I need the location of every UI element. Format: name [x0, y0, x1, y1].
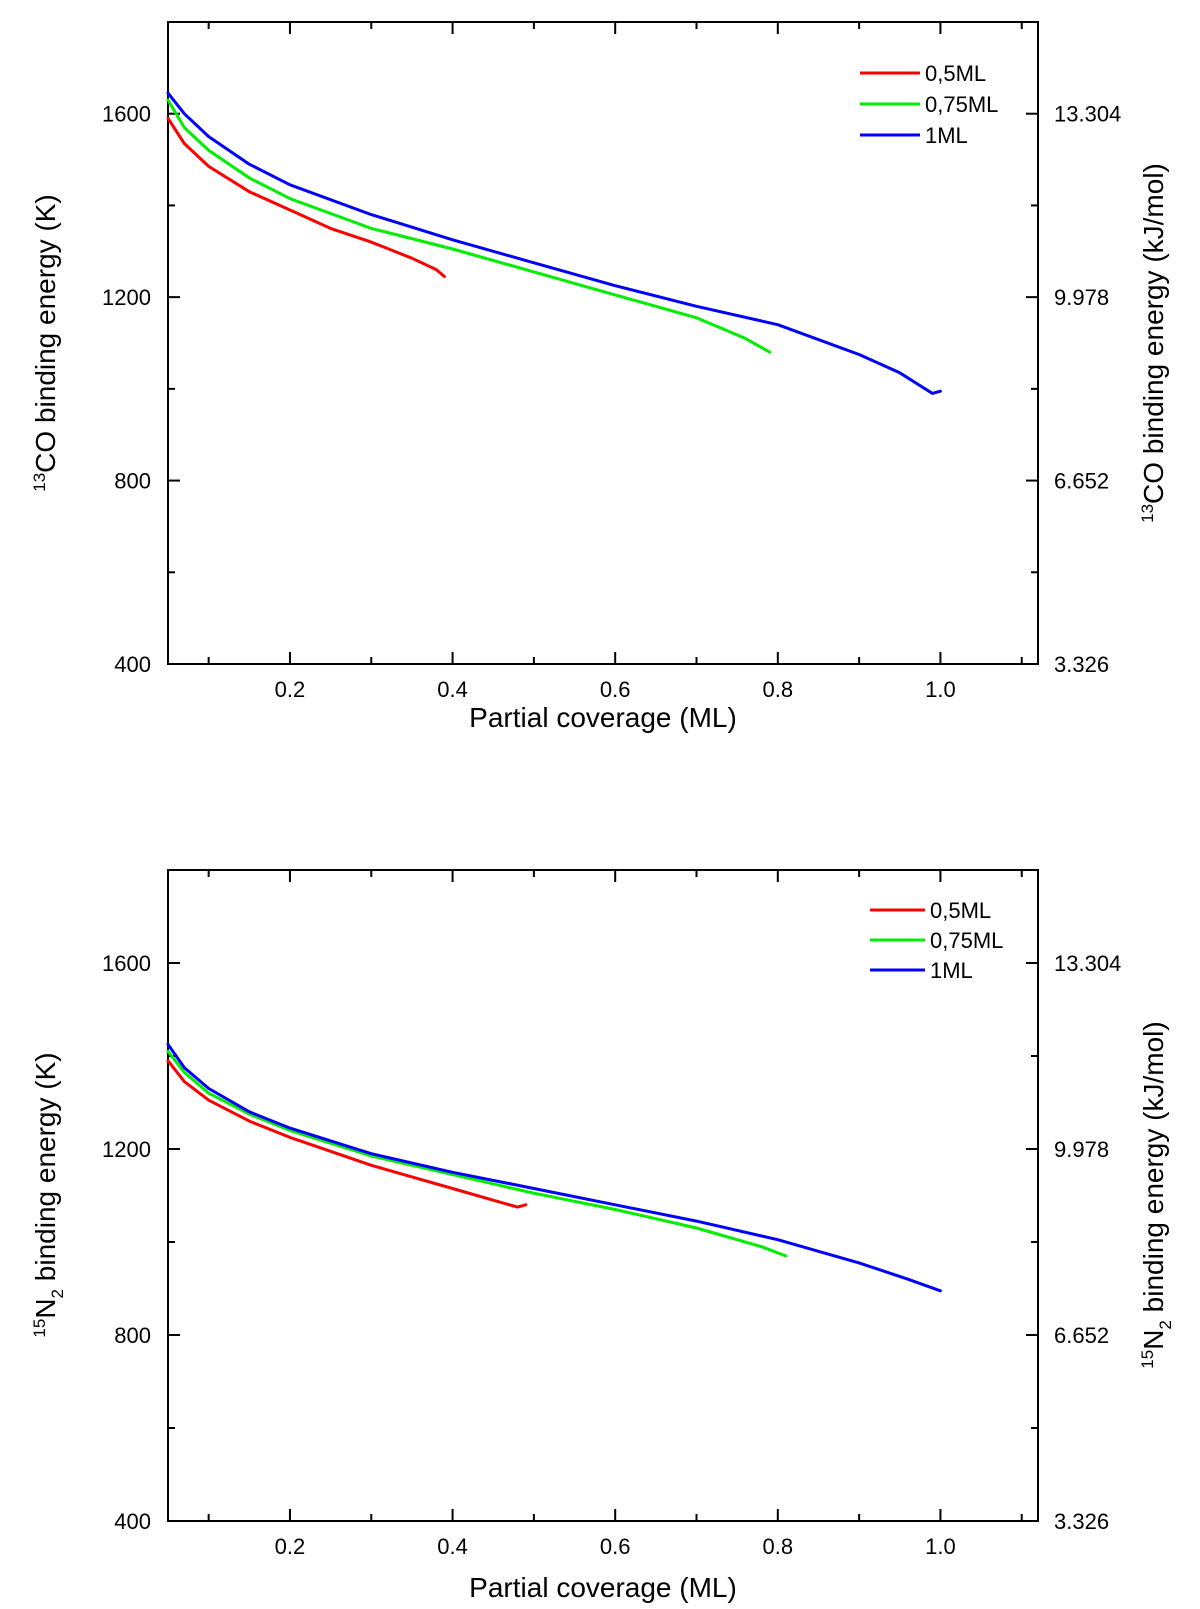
- top-y-right-tick-labels: 3.326 6.652 9.978 13.304: [1054, 102, 1121, 677]
- legend-label: 0,5ML: [925, 61, 986, 86]
- label-text-rest: binding energy (kJ/mol): [1138, 1021, 1169, 1320]
- x-tick-label: 0.2: [275, 1534, 306, 1559]
- x-tick-label: 0.2: [275, 677, 306, 702]
- top-y-right-axis-title: 13CO binding energy (kJ/mol): [1138, 163, 1169, 523]
- bottom-x-tick-labels: 0.2 0.4 0.6 0.8 1.0: [275, 1534, 956, 1559]
- legend-label: 0,5ML: [930, 898, 991, 923]
- superscript: 13: [30, 473, 49, 492]
- y-right-tick-label: 9.978: [1054, 285, 1109, 310]
- bottom-y-left-axis-title: 15N2 binding energy (K): [30, 1052, 67, 1337]
- y-right-tick-label: 13.304: [1054, 102, 1121, 127]
- y-left-tick-label: 1200: [102, 285, 151, 310]
- x-tick-label: 1.0: [925, 677, 956, 702]
- superscript: 15: [30, 1319, 49, 1338]
- top-x-tick-labels: 0.2 0.4 0.6 0.8 1.0: [275, 677, 956, 702]
- legend-label: 0,75ML: [930, 928, 1003, 953]
- top-y-left-axis-title: 13CO binding energy (K): [30, 194, 61, 492]
- top-plot-frame: [167, 21, 1039, 665]
- top-x-axis-title: Partial coverage (ML): [469, 702, 737, 733]
- bottom-x-axis-title: Partial coverage (ML): [469, 1572, 737, 1603]
- x-tick-label: 0.4: [437, 677, 468, 702]
- y-left-tick-label: 1600: [102, 951, 151, 976]
- legend-label: 0,75ML: [925, 92, 998, 117]
- series-line-0,5ML: [166, 1059, 528, 1209]
- y-left-tick-label: 400: [114, 1509, 151, 1534]
- bottom-y-right-tick-labels: 3.326 6.652 9.978 13.304: [1054, 951, 1121, 1534]
- series-line-0,5ML: [166, 116, 446, 278]
- series-line-1ML: [166, 1042, 942, 1293]
- x-tick-label: 0.6: [600, 677, 631, 702]
- label-text: CO binding energy (K): [30, 194, 61, 473]
- y-left-tick-label: 1200: [102, 1137, 151, 1162]
- top-y-left-tick-labels: 400 800 1200 1600: [102, 102, 151, 677]
- y-left-tick-label: 800: [114, 469, 151, 494]
- top-chart-panel: 0.2 0.4 0.6 0.8 1.0 400 800 1200 1600 3.…: [30, 21, 1169, 733]
- superscript: 13: [1138, 504, 1157, 523]
- x-tick-label: 0.8: [763, 677, 794, 702]
- x-tick-label: 0.6: [600, 1534, 631, 1559]
- y-right-tick-label: 3.326: [1054, 1509, 1109, 1534]
- series-line-0,75ML: [166, 98, 772, 354]
- bottom-series-lines: [166, 1042, 942, 1293]
- top-series-lines: [166, 91, 942, 395]
- legend-label: 1ML: [930, 958, 973, 983]
- y-left-tick-label: 800: [114, 1323, 151, 1348]
- subscript: 2: [1156, 1320, 1175, 1329]
- x-tick-label: 0.4: [437, 1534, 468, 1559]
- top-legend: 0,5ML 0,75ML 1ML: [860, 61, 998, 148]
- series-line-0,75ML: [166, 1049, 788, 1258]
- x-tick-label: 1.0: [925, 1534, 956, 1559]
- y-right-tick-label: 6.652: [1054, 1323, 1109, 1348]
- y-left-tick-label: 1600: [102, 102, 151, 127]
- bottom-y-right-axis-title: 15N2 binding energy (kJ/mol): [1138, 1021, 1175, 1368]
- bottom-legend: 0,5ML 0,75ML 1ML: [870, 898, 1003, 983]
- bottom-plot-frame: [167, 869, 1039, 1522]
- bottom-chart-panel: 0.2 0.4 0.6 0.8 1.0 400 800 1200 1600 3.…: [30, 869, 1175, 1603]
- label-text: CO binding energy (kJ/mol): [1138, 163, 1169, 504]
- bottom-y-left-tick-labels: 400 800 1200 1600: [102, 951, 151, 1534]
- legend-label: 1ML: [925, 123, 968, 148]
- y-right-tick-label: 13.304: [1054, 951, 1121, 976]
- label-text: N: [30, 1298, 61, 1318]
- subscript: 2: [48, 1289, 67, 1298]
- top-ticks: [168, 21, 1038, 665]
- y-right-tick-label: 9.978: [1054, 1137, 1109, 1162]
- x-tick-label: 0.8: [763, 1534, 794, 1559]
- label-text-rest: binding energy (K): [30, 1052, 61, 1289]
- superscript: 15: [1138, 1350, 1157, 1369]
- y-right-tick-label: 6.652: [1054, 469, 1109, 494]
- y-right-tick-label: 3.326: [1054, 652, 1109, 677]
- bottom-ticks: [168, 869, 1038, 1522]
- series-line-1ML: [166, 91, 942, 395]
- label-text: N: [1138, 1330, 1169, 1350]
- y-left-tick-label: 400: [114, 652, 151, 677]
